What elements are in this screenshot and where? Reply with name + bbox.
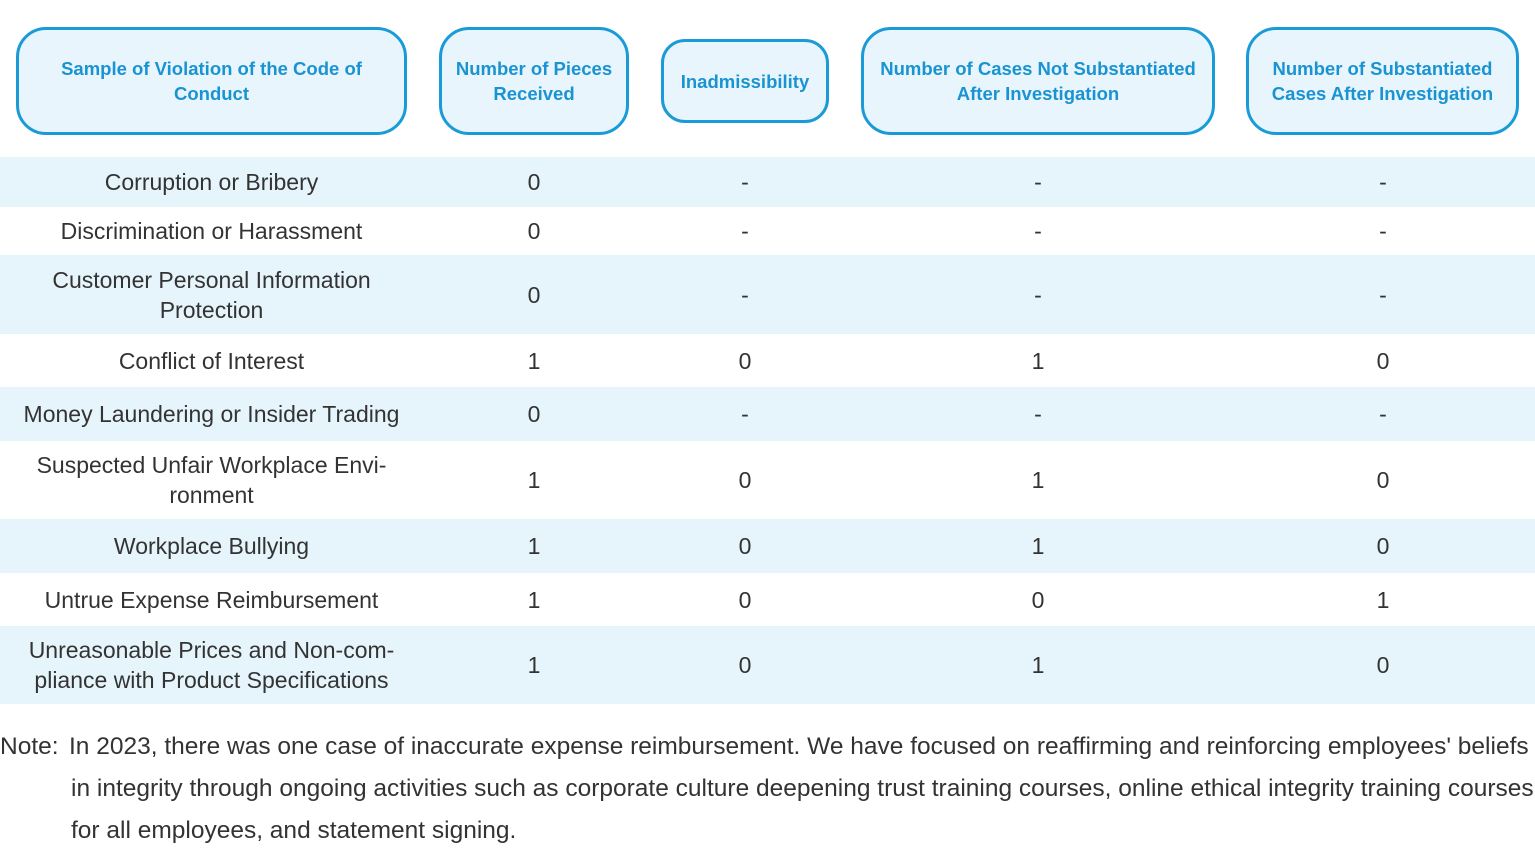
table-row: Untrue Expense Reimbursement 1 0 0 1 [0, 573, 1535, 626]
inadmissibility-cell: 0 [738, 467, 752, 493]
category-cell: Discrimination or Harassment [60, 218, 363, 244]
table-row: Unreasonable Prices and Non-com-pliance … [0, 626, 1535, 704]
inadmissibility-cell: - [741, 169, 749, 195]
category-cell: Untrue Expense Reimbursement [44, 586, 379, 613]
note-text: In 2023, there was one case of inaccurat… [69, 733, 1534, 844]
not-substantiated-cell: 1 [1031, 347, 1045, 374]
received-cell: 1 [527, 586, 541, 613]
received-cell: 1 [527, 347, 541, 374]
received-cell: 0 [527, 401, 541, 427]
received-cell: 0 [527, 169, 541, 195]
inadmissibility-cell: 0 [738, 347, 752, 374]
received-cell: 0 [527, 218, 541, 244]
received-cell: 1 [527, 467, 541, 493]
note-label: Note: [0, 733, 59, 760]
not-substantiated-cell: - [1034, 401, 1042, 427]
substantiated-cell: 0 [1376, 347, 1390, 374]
table-row: Workplace Bullying 1 0 1 0 [0, 519, 1535, 573]
table-row: Customer Personal Information Protection… [0, 255, 1535, 334]
not-substantiated-cell: - [1034, 218, 1042, 244]
received-cell: 1 [527, 652, 541, 678]
category-cell: Suspected Unfair Workplace Envi-ronment [36, 452, 387, 508]
inadmissibility-cell: 0 [738, 533, 752, 559]
table-row: Money Laundering or Insider Trading 0 - … [0, 387, 1535, 441]
inadmissibility-cell: - [741, 401, 749, 427]
category-cell: Conflict of Interest [118, 347, 305, 374]
inadmissibility-cell: 0 [738, 586, 752, 613]
category-cell: Workplace Bullying [113, 533, 310, 559]
substantiated-cell: - [1379, 401, 1387, 427]
inadmissibility-cell: - [741, 281, 749, 308]
table-row: Corruption or Bribery 0 - - - [0, 157, 1535, 207]
table-row: Discrimination or Harassment 0 - - - [0, 207, 1535, 255]
not-substantiated-cell: 1 [1031, 533, 1045, 559]
substantiated-cell: 0 [1376, 652, 1390, 678]
category-cell: Unreasonable Prices and Non-com-pliance … [28, 637, 395, 693]
not-substantiated-cell: - [1034, 169, 1042, 195]
not-substantiated-cell: 1 [1031, 467, 1045, 493]
header-not-substantiated: Number of Cases Not Substantiated After … [861, 27, 1215, 135]
category-cell: Corruption or Bribery [104, 169, 319, 195]
received-cell: 1 [527, 533, 541, 559]
not-substantiated-cell: 0 [1031, 586, 1045, 613]
header-substantiated: Number of Substantiated Cases After Inve… [1246, 27, 1519, 135]
inadmissibility-cell: 0 [738, 652, 752, 678]
substantiated-cell: 0 [1376, 467, 1390, 493]
category-cell: Customer Personal Information Protection [52, 266, 371, 323]
table-row: Conflict of Interest 1 0 1 0 [0, 334, 1535, 387]
table-row: Suspected Unfair Workplace Envi-ronment … [0, 441, 1535, 519]
substantiated-cell: - [1379, 218, 1387, 244]
substantiated-cell: - [1379, 169, 1387, 195]
header-pieces-received: Number of Pieces Received [439, 27, 629, 135]
substantiated-cell: - [1379, 281, 1387, 308]
not-substantiated-cell: 1 [1031, 652, 1045, 678]
header-violation-sample: Sample of Violation of the Code of Condu… [16, 27, 407, 135]
header-inadmissibility: Inadmissibility [661, 39, 829, 123]
substantiated-cell: 1 [1376, 586, 1390, 613]
substantiated-cell: 0 [1376, 533, 1390, 559]
not-substantiated-cell: - [1034, 281, 1042, 308]
received-cell: 0 [527, 281, 541, 308]
inadmissibility-cell: - [741, 218, 749, 244]
violation-table: Corruption or Bribery 0 - - - Discrimina… [0, 157, 1535, 704]
category-cell: Money Laundering or Insider Trading [23, 401, 400, 427]
